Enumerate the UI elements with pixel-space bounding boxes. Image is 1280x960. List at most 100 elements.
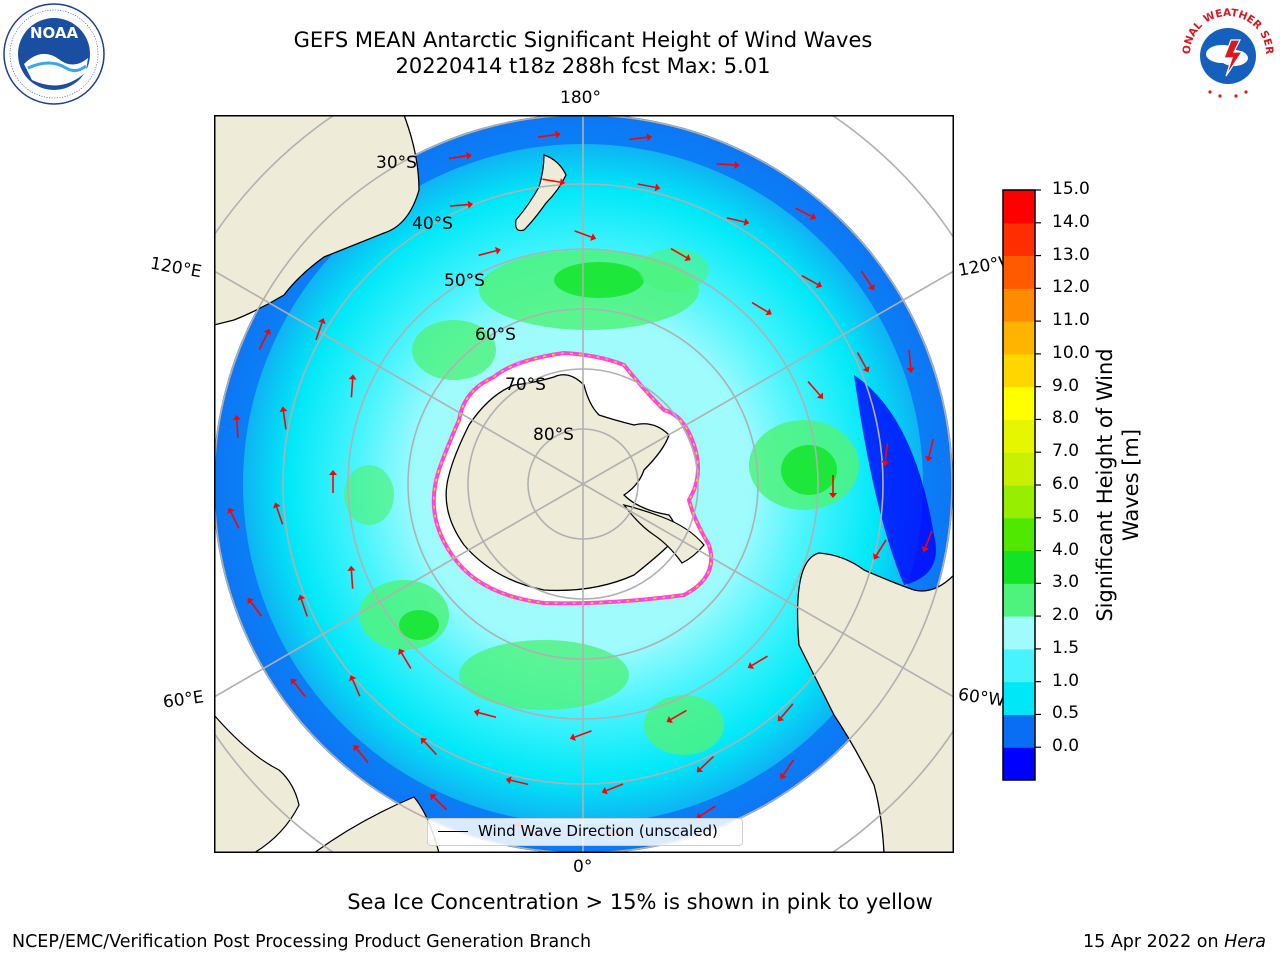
map-frame xyxy=(214,115,954,853)
wind-wave-arrow xyxy=(450,200,474,209)
map-legend: Wind Wave Direction (unscaled) xyxy=(427,818,743,846)
colorbar-label: Significant Height of Wind Waves [m] xyxy=(1092,325,1144,645)
wind-wave-arrow xyxy=(873,539,887,560)
wind-wave-arrow xyxy=(637,183,661,192)
lon-label-120e: 120°E xyxy=(148,253,204,283)
wind-wave-arrow xyxy=(537,130,561,139)
colorbar-cell xyxy=(1003,452,1035,486)
wind-wave-arrow xyxy=(353,744,369,764)
wind-wave-arrow xyxy=(716,161,740,170)
wind-wave-arrow xyxy=(925,438,935,462)
colorbar-tick-label: 13.0 xyxy=(1052,244,1090,265)
colorbar-cell xyxy=(1003,747,1035,781)
footer-date-text: 15 Apr 2022 on xyxy=(1083,932,1225,952)
colorbar-tick-label: 6.0 xyxy=(1052,474,1080,494)
lat-label-40s: 40°S xyxy=(412,214,453,234)
chart-subtitle: 20220414 t18z 288h fcst Max: 5.01 xyxy=(395,54,771,78)
wind-wave-arrow xyxy=(881,443,890,467)
wind-wave-arrow xyxy=(921,530,933,553)
colorbar-cell xyxy=(1003,485,1035,519)
wind-wave-arrow xyxy=(666,709,687,723)
wind-wave-arrow xyxy=(290,678,306,697)
colorbar-tick-label: 15.0 xyxy=(1052,179,1090,199)
colorbar-cell xyxy=(1003,681,1035,715)
colorbar-cell xyxy=(1003,714,1035,748)
wind-wave-arrow xyxy=(272,502,284,525)
colorbar-tick-label: 5.0 xyxy=(1052,506,1080,527)
wind-wave-arrow xyxy=(348,675,361,697)
colorbar-cell xyxy=(1003,419,1035,453)
lat-label-70s: 70°S xyxy=(505,375,546,395)
chart-title: GEFS MEAN Antarctic Significant Height o… xyxy=(293,28,873,52)
colorbar-label-line2: Waves [m] xyxy=(1119,428,1143,542)
colorbar-tick-label: 9.0 xyxy=(1052,375,1080,396)
lat-label-60s: 60°S xyxy=(475,325,516,345)
colorbar-cell xyxy=(1003,190,1035,224)
lat-label-50s: 50°S xyxy=(444,271,485,291)
wind-wave-arrow xyxy=(860,270,875,291)
wind-wave-arrow xyxy=(315,318,326,341)
footer-date: 15 Apr 2022 on Hera xyxy=(1083,932,1266,952)
colorbar-cell xyxy=(1003,255,1035,289)
lon-label-180: 180° xyxy=(560,88,601,108)
wind-wave-arrow xyxy=(258,328,272,350)
africa xyxy=(214,714,300,853)
wind-wave-arrow xyxy=(473,708,497,719)
sea-ice-caption: Sea Ice Concentration > 15% is shown in … xyxy=(347,890,933,914)
wind-wave-arrow xyxy=(505,776,529,786)
nws-logo: NATIONAL WEATHER SERVICE xyxy=(1176,2,1276,102)
colorbar-cell xyxy=(1003,386,1035,420)
wind-wave-arrow xyxy=(751,301,772,316)
colorbar-cell xyxy=(1003,550,1035,584)
lat-label-80s: 80°S xyxy=(533,425,574,445)
colorbar-tick-label: 0.0 xyxy=(1052,736,1080,757)
colorbar-cell xyxy=(1003,222,1035,257)
wind-wave-arrow xyxy=(542,178,566,187)
noaa-logo: NOAA xyxy=(3,3,105,105)
wind-wave-arrow xyxy=(348,374,357,398)
colorbar-tick-label: 10.0 xyxy=(1052,342,1090,363)
wind-wave-arrow xyxy=(347,565,356,589)
wind-wave-arrow xyxy=(670,247,691,262)
colorbar-cell xyxy=(1003,321,1035,355)
australia xyxy=(214,115,420,326)
wind-wave-arrow xyxy=(696,805,717,820)
colorbar-cell xyxy=(1003,517,1035,552)
legend-label: Wind Wave Direction (unscaled) xyxy=(478,822,718,840)
south-america xyxy=(796,552,954,853)
colorbar-tick-label: 1.5 xyxy=(1052,637,1080,658)
colorbar-cell xyxy=(1003,648,1035,683)
wind-wave-arrow xyxy=(329,470,337,493)
colorbar-tick-label: 4.0 xyxy=(1052,539,1080,560)
wind-wave-arrow xyxy=(569,730,592,741)
wind-wave-arrow xyxy=(856,351,870,373)
colorbar-tick-label: 12.0 xyxy=(1052,277,1090,298)
colorbar-tick-label: 1.0 xyxy=(1052,670,1080,691)
wind-wave-arrow xyxy=(448,151,472,160)
colorbar-cell xyxy=(1003,353,1035,388)
lat-label-30s: 30°S xyxy=(376,153,417,173)
footer-credit: NCEP/EMC/Verification Post Processing Pr… xyxy=(12,932,592,952)
wind-wave-arrow xyxy=(420,737,438,756)
colorbar-tick-label: 8.0 xyxy=(1052,408,1080,429)
colorbar-cell xyxy=(1003,288,1035,322)
graticule xyxy=(214,115,954,853)
wind-wave-arrow xyxy=(906,349,915,373)
colorbar-tick-label: 0.5 xyxy=(1052,703,1080,724)
colorbar-tick-label: 3.0 xyxy=(1052,572,1080,593)
colorbar-cell xyxy=(1003,583,1035,617)
lon-label-60w: 60°W xyxy=(956,684,1007,712)
wind-wave-arrow xyxy=(279,406,288,430)
colorbar-label-line1: Significant Height of Wind xyxy=(1093,348,1117,622)
wind-wave-arrow xyxy=(801,274,822,288)
wind-wave-arrow xyxy=(574,230,597,241)
antarctica xyxy=(445,374,678,592)
footer-machine-name: Hera xyxy=(1224,932,1266,952)
wind-wave-arrow xyxy=(601,783,624,795)
wind-wave-arrow xyxy=(478,246,501,257)
wind-wave-arrow xyxy=(430,793,448,811)
wind-wave-arrow xyxy=(398,648,412,669)
wind-wave-arrow xyxy=(696,755,714,773)
colorbar-cell xyxy=(1003,616,1035,650)
wind-wave-arrow xyxy=(747,655,768,669)
